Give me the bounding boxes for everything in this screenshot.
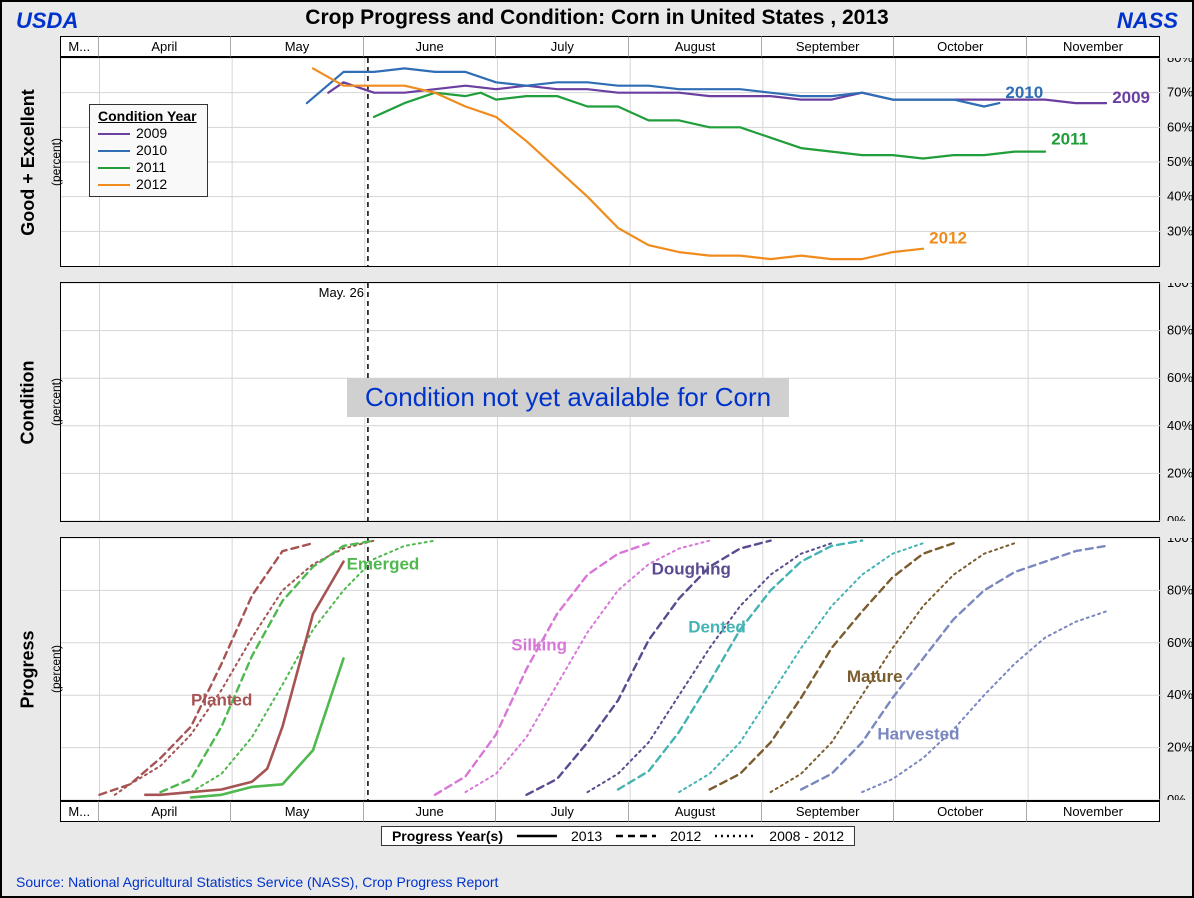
svg-text:100%: 100% xyxy=(1167,283,1194,290)
month-header-top: M...AprilMayJuneJulyAugustSeptemberOctob… xyxy=(60,36,1160,57)
svg-text:Silking: Silking xyxy=(511,636,567,655)
svg-text:60%: 60% xyxy=(1167,635,1193,650)
month-cell: April xyxy=(99,801,232,822)
month-cell: August xyxy=(629,801,762,822)
svg-text:80%: 80% xyxy=(1167,58,1193,65)
svg-text:100%: 100% xyxy=(1167,538,1194,545)
svg-text:2011: 2011 xyxy=(1051,130,1088,149)
svg-text:0%: 0% xyxy=(1167,792,1186,800)
svg-text:Dented: Dented xyxy=(688,617,746,636)
y-title-panel2: Condition (percent) xyxy=(10,282,46,522)
svg-text:30%: 30% xyxy=(1167,223,1193,238)
svg-text:2009: 2009 xyxy=(1112,88,1150,107)
month-cell: July xyxy=(496,36,629,57)
month-cell: November xyxy=(1027,801,1160,822)
svg-text:0%: 0% xyxy=(1167,513,1186,521)
svg-text:40%: 40% xyxy=(1167,687,1193,702)
svg-text:20%: 20% xyxy=(1167,465,1193,480)
svg-text:50%: 50% xyxy=(1167,154,1193,169)
svg-text:Planted: Planted xyxy=(191,691,252,710)
svg-text:Harvested: Harvested xyxy=(877,725,959,744)
month-cell: October xyxy=(894,36,1027,57)
legend-condition-year: Condition Year2009201020112012 xyxy=(89,104,208,197)
svg-text:Mature: Mature xyxy=(847,667,903,686)
logo-nass: NASS xyxy=(1117,8,1178,34)
month-cell: June xyxy=(364,36,497,57)
month-cell: M... xyxy=(60,801,99,822)
svg-text:60%: 60% xyxy=(1167,119,1193,134)
panel-progress: 0%20%40%60%80%100%PlantedEmergedSilkingD… xyxy=(60,537,1160,801)
month-cell: September xyxy=(762,36,895,57)
svg-text:Emerged: Emerged xyxy=(347,554,420,573)
svg-text:70%: 70% xyxy=(1167,85,1193,100)
svg-text:2010: 2010 xyxy=(1005,83,1043,102)
chart-frame: USDA Crop Progress and Condition: Corn i… xyxy=(0,0,1194,898)
month-cell: June xyxy=(364,801,497,822)
svg-text:40%: 40% xyxy=(1167,418,1193,433)
month-cell: July xyxy=(496,801,629,822)
month-cell: August xyxy=(629,36,762,57)
month-cell: M... xyxy=(60,36,99,57)
month-cell: October xyxy=(894,801,1027,822)
y-title-panel1: Good + Excellent (percent) xyxy=(10,57,46,267)
condition-message: Condition not yet available for Corn xyxy=(347,378,789,417)
panel-good-excellent: 30%40%50%60%70%80%2009201020112012Condit… xyxy=(60,57,1160,267)
svg-text:20%: 20% xyxy=(1167,740,1193,755)
header: USDA Crop Progress and Condition: Corn i… xyxy=(10,6,1184,34)
chart-title: Crop Progress and Condition: Corn in Uni… xyxy=(10,6,1184,30)
month-cell: May xyxy=(231,801,364,822)
svg-text:Doughing: Doughing xyxy=(652,560,731,579)
svg-text:40%: 40% xyxy=(1167,189,1193,204)
y-title-panel3: Progress (percent) xyxy=(10,537,46,801)
svg-text:80%: 80% xyxy=(1167,582,1193,597)
panel-condition: 0%20%40%60%80%100%May. 26Condition not y… xyxy=(60,282,1160,522)
month-cell: April xyxy=(99,36,232,57)
month-cell: May xyxy=(231,36,364,57)
svg-text:80%: 80% xyxy=(1167,323,1193,338)
month-cell: November xyxy=(1027,36,1160,57)
charts-container: M...AprilMayJuneJulyAugustSeptemberOctob… xyxy=(60,36,1176,836)
month-header-bottom: M...AprilMayJuneJulyAugustSeptemberOctob… xyxy=(60,801,1160,822)
svg-text:60%: 60% xyxy=(1167,370,1193,385)
footer-source: Source: National Agricultural Statistics… xyxy=(16,874,498,890)
svg-text:2012: 2012 xyxy=(929,228,967,247)
progress-legend: Progress Year(s)201320122008 - 2012 xyxy=(381,826,855,846)
svg-text:May. 26: May. 26 xyxy=(319,285,364,300)
month-cell: September xyxy=(762,801,895,822)
